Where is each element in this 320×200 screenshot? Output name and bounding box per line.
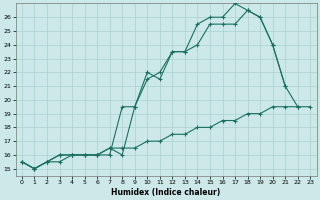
X-axis label: Humidex (Indice chaleur): Humidex (Indice chaleur) <box>111 188 221 197</box>
